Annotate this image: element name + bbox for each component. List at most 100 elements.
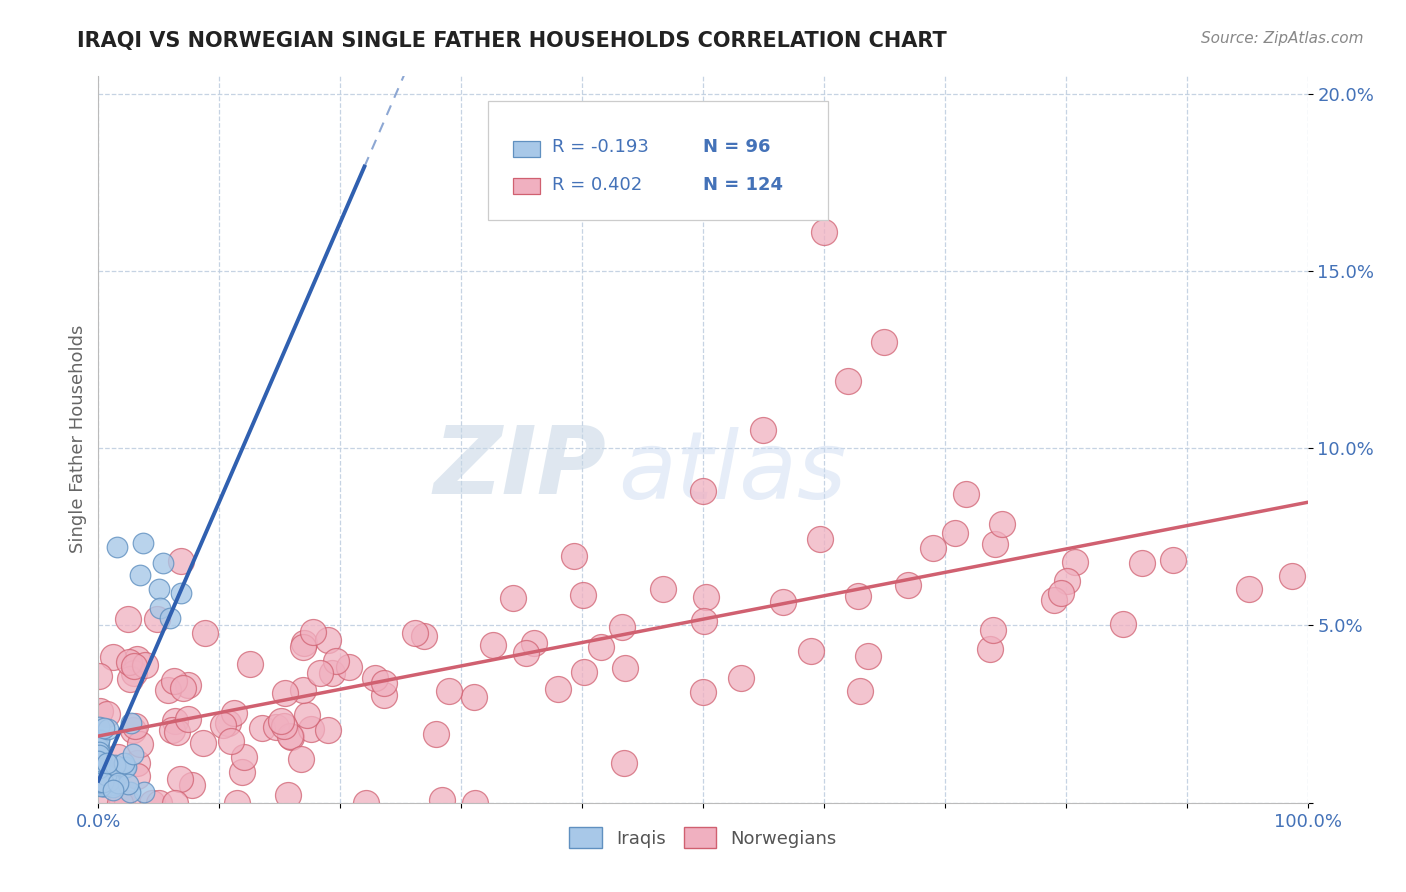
Point xyxy=(104,770,127,784)
Text: atlas: atlas xyxy=(619,426,846,517)
Point xyxy=(290,752,312,766)
Point xyxy=(295,708,318,723)
Point xyxy=(93,770,115,784)
Point xyxy=(364,672,387,686)
Point xyxy=(97,772,120,787)
Point xyxy=(87,758,110,772)
Point xyxy=(219,733,242,747)
Point xyxy=(302,625,325,640)
Point xyxy=(90,777,112,791)
Point xyxy=(90,771,112,785)
Point xyxy=(692,483,714,498)
Point xyxy=(177,712,200,726)
Point xyxy=(98,771,121,785)
Point xyxy=(110,796,132,810)
Point xyxy=(813,225,835,239)
Point xyxy=(695,590,717,604)
Point xyxy=(163,674,186,689)
Point xyxy=(90,777,112,791)
Point xyxy=(250,721,273,735)
Bar xyxy=(513,178,540,194)
Point xyxy=(897,578,920,592)
Point xyxy=(118,655,141,669)
Point xyxy=(299,722,322,736)
Point xyxy=(87,754,110,768)
Point xyxy=(1112,616,1135,631)
Point xyxy=(87,771,110,785)
Point xyxy=(191,736,214,750)
Text: N = 124: N = 124 xyxy=(703,176,783,194)
Point xyxy=(101,780,124,795)
Point xyxy=(159,611,181,625)
Point xyxy=(943,526,966,541)
Point xyxy=(97,723,120,737)
Point xyxy=(87,772,110,787)
Point xyxy=(87,760,110,774)
Point xyxy=(110,796,132,810)
Point xyxy=(89,765,111,780)
Point xyxy=(1043,593,1066,607)
Point xyxy=(984,537,1007,551)
Y-axis label: Single Father Households: Single Father Households xyxy=(69,325,87,554)
Point xyxy=(273,719,295,733)
Point xyxy=(87,777,110,791)
Point xyxy=(87,760,110,774)
Bar xyxy=(513,141,540,156)
Point xyxy=(101,782,124,797)
Point xyxy=(955,487,977,501)
Point xyxy=(278,729,301,743)
Point xyxy=(273,686,295,700)
Point xyxy=(562,549,585,563)
Point xyxy=(1130,557,1153,571)
Point xyxy=(231,765,253,780)
Point xyxy=(132,785,155,799)
Point xyxy=(101,761,124,775)
Point xyxy=(430,793,453,807)
Point xyxy=(90,779,112,793)
Point xyxy=(91,776,114,790)
Point xyxy=(120,785,142,799)
Point xyxy=(264,720,287,734)
Point xyxy=(129,567,152,582)
Point xyxy=(94,776,117,790)
Point xyxy=(180,778,202,792)
Point xyxy=(87,741,110,756)
Point xyxy=(101,775,124,789)
Point xyxy=(87,772,110,786)
Point xyxy=(316,723,339,737)
Point xyxy=(87,736,110,750)
Point xyxy=(404,625,426,640)
Point xyxy=(222,706,245,720)
Point xyxy=(117,777,139,791)
Text: R = -0.193: R = -0.193 xyxy=(551,138,648,156)
Point xyxy=(97,771,120,785)
Point xyxy=(354,796,377,810)
Point xyxy=(87,669,110,683)
Point xyxy=(437,684,460,698)
Point xyxy=(270,714,292,728)
Point xyxy=(91,775,114,789)
Point xyxy=(612,620,634,634)
Point xyxy=(991,516,1014,531)
Point xyxy=(91,779,114,793)
Point xyxy=(89,774,111,789)
FancyBboxPatch shape xyxy=(488,101,828,219)
Point xyxy=(463,796,485,810)
Point xyxy=(87,733,110,747)
Point xyxy=(808,532,831,546)
Point xyxy=(325,654,347,668)
Point xyxy=(239,657,262,672)
Point xyxy=(87,767,110,781)
Point xyxy=(413,629,436,643)
Point xyxy=(373,688,395,702)
Point xyxy=(94,770,117,784)
Point xyxy=(124,719,146,733)
Point xyxy=(89,775,111,789)
Point xyxy=(104,757,127,772)
Point xyxy=(91,763,114,777)
Point xyxy=(90,760,112,774)
Point xyxy=(1237,582,1260,596)
Point xyxy=(321,666,343,681)
Point xyxy=(91,776,114,790)
Point xyxy=(112,756,135,770)
